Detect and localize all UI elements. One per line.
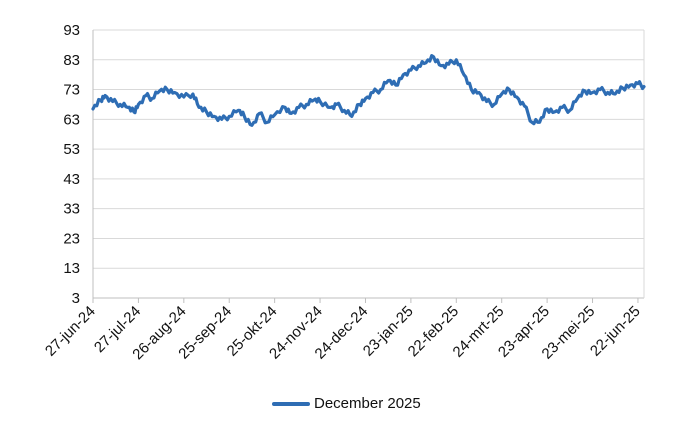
y-tick-label: 73	[63, 82, 80, 99]
x-tick-label: 27-jun-24	[42, 303, 99, 360]
legend-label: December 2025	[314, 395, 421, 412]
legend-swatch	[272, 401, 310, 406]
series-line-0	[91, 54, 646, 127]
y-tick-label: 13	[63, 260, 80, 277]
y-tick-label: 33	[63, 201, 80, 218]
y-tick-label: 83	[63, 52, 80, 69]
y-axis-tick-labels: 3 13 23 33 43 53 63 73 83 93	[63, 22, 80, 307]
legend: December 2025	[272, 395, 421, 412]
x-tick-label: 22-jun-25	[587, 303, 644, 360]
series-lines	[91, 54, 646, 127]
y-tick-label: 43	[63, 171, 80, 188]
y-tick-label: 53	[63, 141, 80, 158]
y-tick-label: 93	[63, 22, 80, 39]
x-axis-tick-labels: 27-jun-2427-jul-2426-aug-2425-sep-2425-o…	[42, 303, 644, 363]
axes	[92, 30, 645, 303]
y-tick-label: 3	[72, 290, 80, 307]
y-tick-label: 23	[63, 230, 80, 247]
y-tick-label: 63	[63, 111, 80, 128]
gridlines	[93, 29, 644, 269]
